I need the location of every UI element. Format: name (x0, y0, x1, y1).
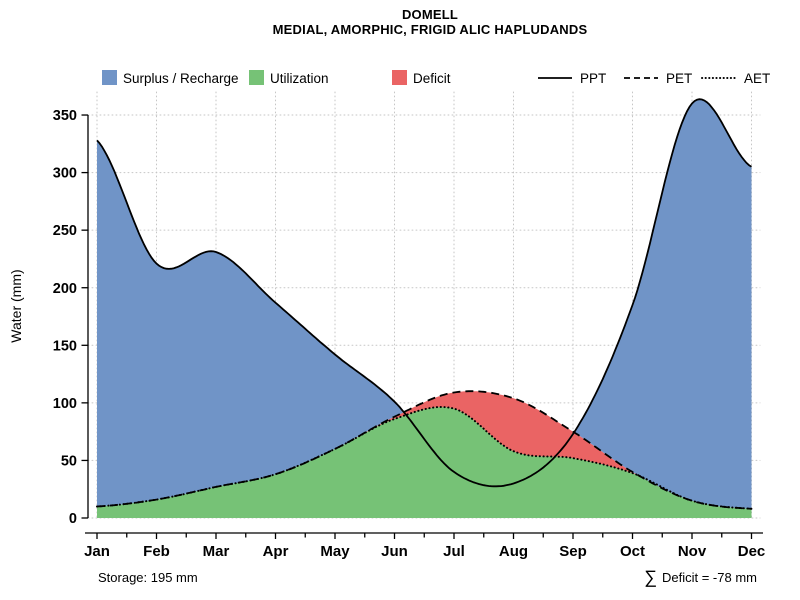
aet-line-sample-icon (701, 77, 737, 79)
y-tick-label: 50 (61, 454, 77, 470)
x-tick-label: Dec (738, 543, 766, 560)
ppt-legend-label: PPT (580, 71, 607, 86)
ppt-line-sample-icon (538, 77, 572, 79)
storage-note: Storage: 195 mm (98, 570, 198, 585)
areas (97, 99, 752, 518)
y-tick-label: 350 (53, 108, 77, 124)
series-lines (96, 98, 753, 510)
x-tick-label: Aug (499, 543, 528, 560)
x-tick-label: Sep (559, 543, 587, 560)
y-tick-label: 100 (53, 396, 77, 412)
chart-title: DOMELL (401, 7, 459, 22)
surplus-swatch (102, 70, 117, 85)
x-tick-label: Jul (443, 543, 465, 560)
utilization-area (97, 407, 752, 518)
axes: Jan Feb Mar Apr May Jun Jul Aug Sep Oct Nov Dec 0 50 1… (53, 108, 765, 560)
chart-subtitle: MEDIAL, AMORPHIC, FRIGID ALIC HAPLUDANDS (272, 22, 588, 37)
deficit-text: Deficit = -78 mm (662, 570, 757, 585)
x-tick-label: Mar (203, 543, 230, 560)
utilization-legend-label: Utilization (270, 71, 329, 86)
pet-legend-label: PET (666, 71, 693, 86)
x-tick-label: Oct (620, 543, 645, 560)
aet-legend-label: AET (744, 71, 771, 86)
title-block: DOMELL MEDIAL, AMORPHIC, FRIGID ALIC HAP… (55, 7, 800, 37)
x-tick-label: Jan (84, 543, 110, 560)
deficit-swatch (392, 70, 407, 85)
deficit-legend-label: Deficit (413, 71, 451, 86)
pet-line-sample-icon (624, 77, 658, 79)
x-tick-label: Nov (678, 543, 707, 560)
utilization-swatch (249, 70, 264, 85)
surplus-legend-label: Surplus / Recharge (123, 71, 239, 86)
sigma-symbol: ∑ (644, 567, 657, 587)
x-tick-label: Feb (143, 543, 170, 560)
pet-line (96, 390, 752, 510)
deficit-note: ∑ Deficit = -78 mm (644, 566, 757, 587)
y-tick-label: 150 (53, 338, 77, 354)
y-tick-label: 250 (53, 223, 77, 239)
y-tick-label: 0 (69, 511, 77, 527)
x-tick-label: Apr (263, 543, 289, 560)
ppt-line (96, 98, 752, 488)
x-tick-label: Jun (381, 543, 408, 560)
surplus-area (97, 99, 752, 509)
y-axis-title: Water (mm) (8, 269, 24, 343)
y-tick-label: 300 (53, 166, 77, 182)
x-tick-label: May (320, 543, 350, 560)
y-tick-label: 200 (53, 281, 77, 297)
